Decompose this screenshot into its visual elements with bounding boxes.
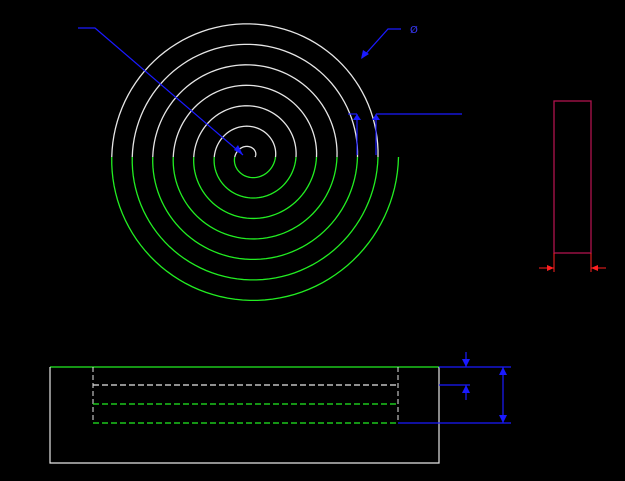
spiral-half-turn — [111, 156, 400, 302]
spiral-half-turn — [152, 156, 359, 261]
spiral-half-turn — [233, 156, 277, 179]
pitch-dim-left-arrow — [353, 114, 361, 120]
section-height-arrow-bottom — [499, 415, 507, 423]
pitch-dim-right-arrow — [372, 114, 380, 120]
section-view — [49, 352, 511, 464]
spiral-half-turn — [111, 23, 379, 158]
diameter-leader-line — [361, 28, 401, 59]
section-height-arrow-top — [499, 367, 507, 375]
diameter-leader: Ø — [361, 24, 418, 59]
spiral-half-turn — [213, 156, 297, 199]
pitch-dimension — [348, 113, 462, 155]
center-leader-arrow — [234, 145, 243, 155]
spiral-half-turn — [131, 156, 379, 281]
center-leader-line — [78, 27, 244, 156]
section-body-outline — [49, 367, 440, 464]
side-profile-rect — [553, 100, 592, 254]
spiral-half-turn — [193, 156, 318, 220]
spiral-half-turn — [131, 43, 359, 158]
spiral-half-turn — [172, 84, 318, 158]
spiral-half-turn — [152, 64, 338, 158]
spiral-half-turn — [193, 105, 297, 158]
diameter-symbol: Ø — [410, 24, 418, 36]
side-dim-right-arrow — [591, 265, 598, 271]
diameter-leader-arrow — [361, 50, 369, 59]
center-leader — [78, 27, 244, 156]
spiral-half-turn — [172, 156, 338, 240]
spiral-view — [111, 23, 400, 302]
spiral-half-turn — [213, 125, 277, 158]
section-thin-arrow-lower — [462, 385, 470, 393]
section-thin-arrow-upper — [462, 359, 470, 367]
side-profile-view — [539, 100, 606, 272]
side-dim-left-arrow — [547, 265, 554, 271]
